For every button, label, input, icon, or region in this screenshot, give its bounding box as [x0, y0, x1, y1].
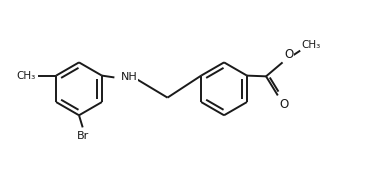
Text: NH: NH — [121, 73, 138, 83]
Text: Br: Br — [76, 131, 89, 141]
Text: CH₃: CH₃ — [301, 40, 321, 50]
Text: O: O — [284, 48, 293, 61]
Text: O: O — [280, 98, 289, 111]
Text: CH₃: CH₃ — [16, 71, 35, 81]
